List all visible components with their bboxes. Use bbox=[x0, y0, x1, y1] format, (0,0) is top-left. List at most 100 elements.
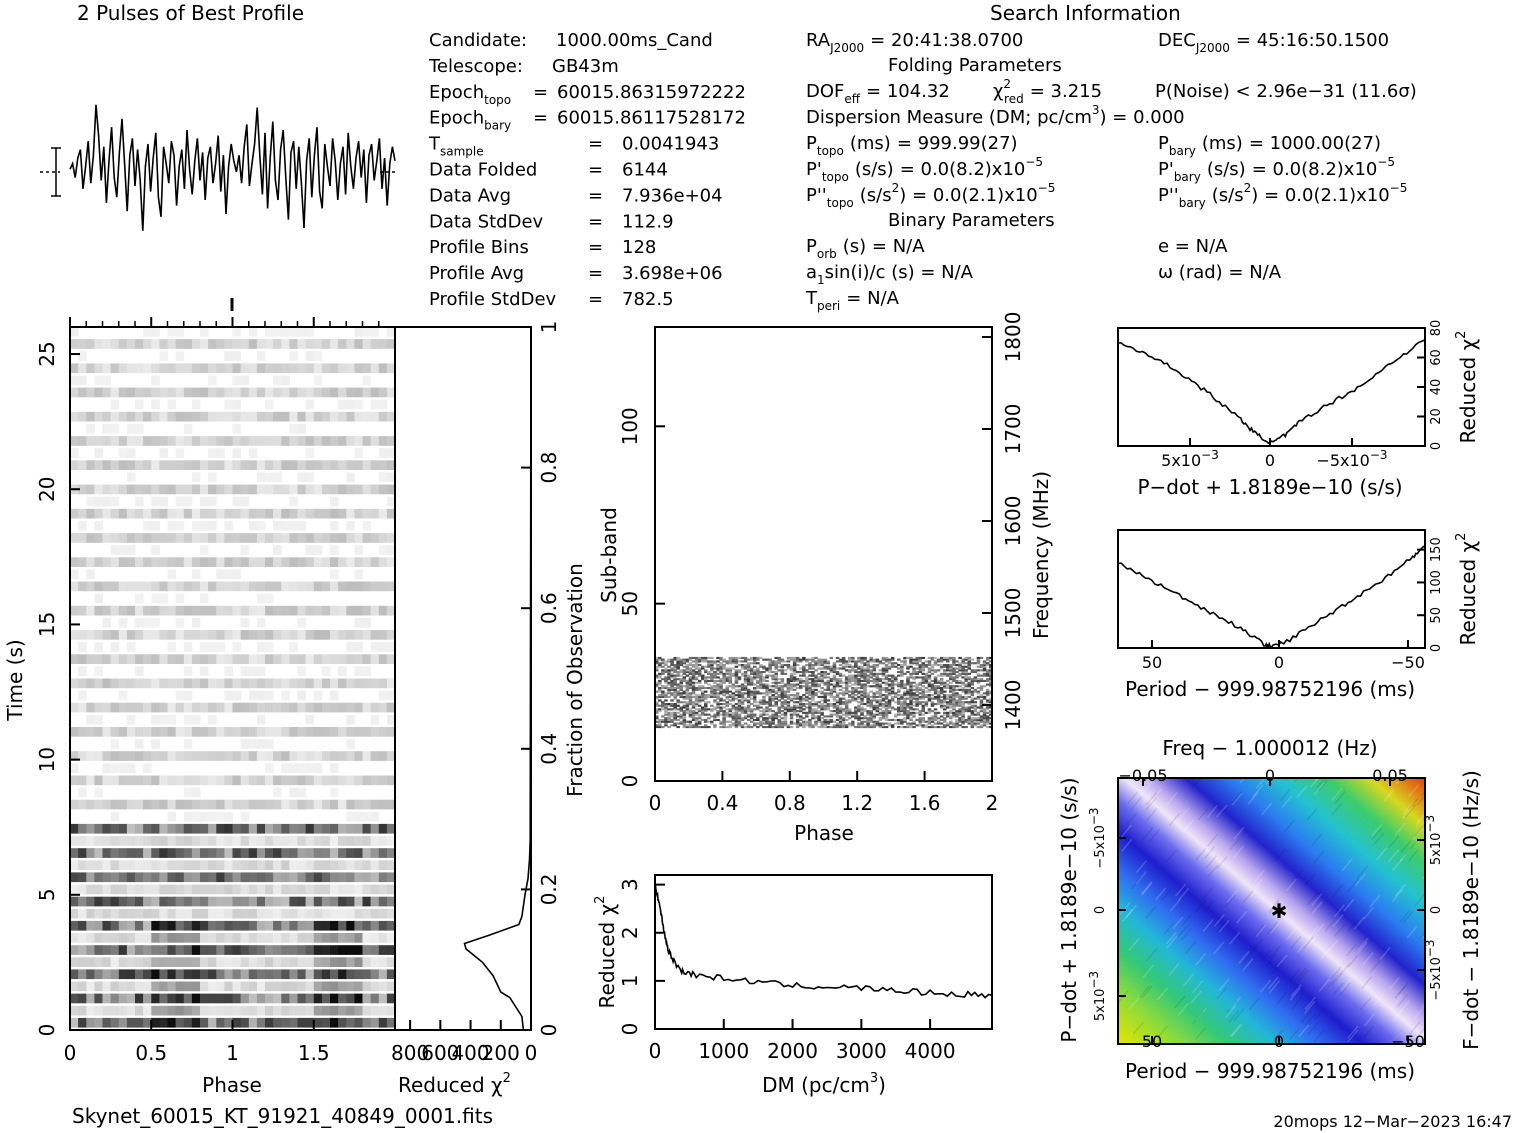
subband-cell bbox=[952, 704, 956, 707]
texture-stroke bbox=[1226, 890, 1238, 904]
time-phase-cell bbox=[167, 484, 177, 495]
subband-cell bbox=[802, 685, 806, 688]
time-phase-cell bbox=[370, 751, 380, 761]
subband-cell bbox=[884, 665, 889, 668]
subband-cell bbox=[988, 672, 992, 675]
info-left-value: 3.698e+06 bbox=[622, 263, 723, 284]
tick-label: 400 bbox=[451, 1041, 489, 1065]
subband-cell bbox=[805, 681, 809, 684]
subband-cell bbox=[918, 664, 922, 667]
texture-stroke bbox=[1290, 936, 1302, 949]
subband-cell bbox=[814, 708, 818, 711]
time-phase-cell bbox=[378, 557, 388, 567]
subband-cell bbox=[664, 679, 668, 682]
time-phase-cell bbox=[289, 1017, 298, 1028]
subband-cell bbox=[722, 692, 726, 695]
subband-cell bbox=[903, 672, 907, 675]
subband-cell bbox=[921, 724, 925, 727]
time-phase-cell bbox=[362, 363, 372, 374]
subband-cell bbox=[740, 711, 745, 714]
subband-cell bbox=[759, 672, 763, 675]
subband-cell bbox=[734, 678, 739, 681]
time-phase-cell bbox=[110, 908, 120, 919]
time-phase-cell bbox=[354, 945, 363, 955]
subband-cell bbox=[857, 679, 861, 682]
subband-cell bbox=[961, 703, 965, 706]
time-phase-cell bbox=[126, 484, 136, 495]
subband-cell bbox=[802, 694, 806, 697]
subband-cell bbox=[832, 665, 837, 668]
time-phase-cell bbox=[143, 460, 152, 470]
time-phase-cell bbox=[126, 533, 136, 543]
time-phase-cell bbox=[216, 933, 225, 943]
time-phase-cell bbox=[191, 605, 201, 616]
time-phase-cell bbox=[281, 533, 290, 543]
subband-cell bbox=[799, 674, 803, 677]
subband-cell bbox=[979, 724, 984, 727]
time-phase-cell bbox=[86, 387, 95, 398]
time-phase-cell bbox=[354, 836, 363, 846]
time-phase-cell bbox=[297, 884, 307, 895]
subband-cell bbox=[685, 664, 690, 667]
subband-cell bbox=[777, 665, 781, 668]
subband-cell bbox=[933, 690, 938, 693]
time-phase-cell bbox=[151, 436, 160, 446]
time-phase-cell bbox=[370, 872, 380, 883]
time-phase-cell bbox=[330, 908, 339, 919]
subband-cell bbox=[967, 720, 971, 723]
time-phase-cell bbox=[167, 581, 177, 592]
time-phase-cell bbox=[110, 969, 120, 980]
subband-cell bbox=[799, 679, 803, 682]
texture-stroke bbox=[1362, 952, 1374, 965]
subband-cell bbox=[731, 713, 736, 716]
subband-cell bbox=[924, 724, 929, 727]
subband-cell bbox=[676, 722, 680, 725]
time-phase-cell bbox=[321, 860, 331, 870]
subband-cell bbox=[716, 656, 720, 659]
texture-stroke bbox=[1339, 982, 1351, 996]
subband-cell bbox=[860, 695, 864, 698]
subband-cell bbox=[835, 667, 840, 670]
subband-cell bbox=[909, 688, 913, 691]
time-phase-cell bbox=[86, 363, 95, 374]
subband-cell bbox=[710, 665, 714, 668]
subband-cell bbox=[909, 706, 913, 709]
time-phase-cell bbox=[281, 581, 290, 592]
subband-cell bbox=[734, 669, 739, 672]
subband-cell bbox=[943, 671, 947, 674]
subband-cell bbox=[719, 692, 723, 695]
subband-cell bbox=[762, 722, 766, 725]
subband-cell bbox=[857, 704, 861, 707]
time-phase-cell bbox=[330, 872, 339, 883]
subband-cell bbox=[722, 678, 726, 681]
subband-cell bbox=[881, 715, 886, 718]
ra-line: RAJ2000 = 20:41:38.0700 bbox=[806, 30, 1023, 55]
time-phase-cell bbox=[330, 678, 339, 689]
time-phase-cell bbox=[362, 617, 372, 628]
time-phase-cell bbox=[305, 557, 315, 567]
subband-cell bbox=[679, 710, 683, 713]
subband-cell bbox=[866, 667, 870, 670]
frequency-ylabel: Frequency (MHz) bbox=[1029, 471, 1053, 639]
subband-cell bbox=[854, 694, 858, 697]
time-phase-cell bbox=[200, 436, 209, 446]
time-phase-cell bbox=[70, 981, 79, 992]
time-phase-cell bbox=[78, 630, 87, 640]
subband-cell bbox=[768, 699, 772, 702]
info-left-eq: = bbox=[588, 211, 603, 232]
subband-cell bbox=[661, 718, 665, 721]
subband-cell bbox=[897, 711, 901, 714]
subband-cell bbox=[682, 669, 687, 672]
texture-stroke bbox=[1251, 878, 1263, 892]
subband-cell bbox=[869, 704, 873, 707]
subband-cell bbox=[725, 672, 729, 675]
time-phase-cell bbox=[305, 581, 315, 592]
subband-cell bbox=[789, 699, 794, 702]
time-phase-cell bbox=[70, 775, 79, 786]
subband-cell bbox=[701, 694, 705, 697]
subband-cell bbox=[805, 706, 809, 709]
time-phase-cell bbox=[208, 969, 217, 980]
time-phase-cell bbox=[94, 496, 103, 507]
time-phase-cell bbox=[297, 896, 307, 907]
subband-cell bbox=[713, 662, 717, 665]
